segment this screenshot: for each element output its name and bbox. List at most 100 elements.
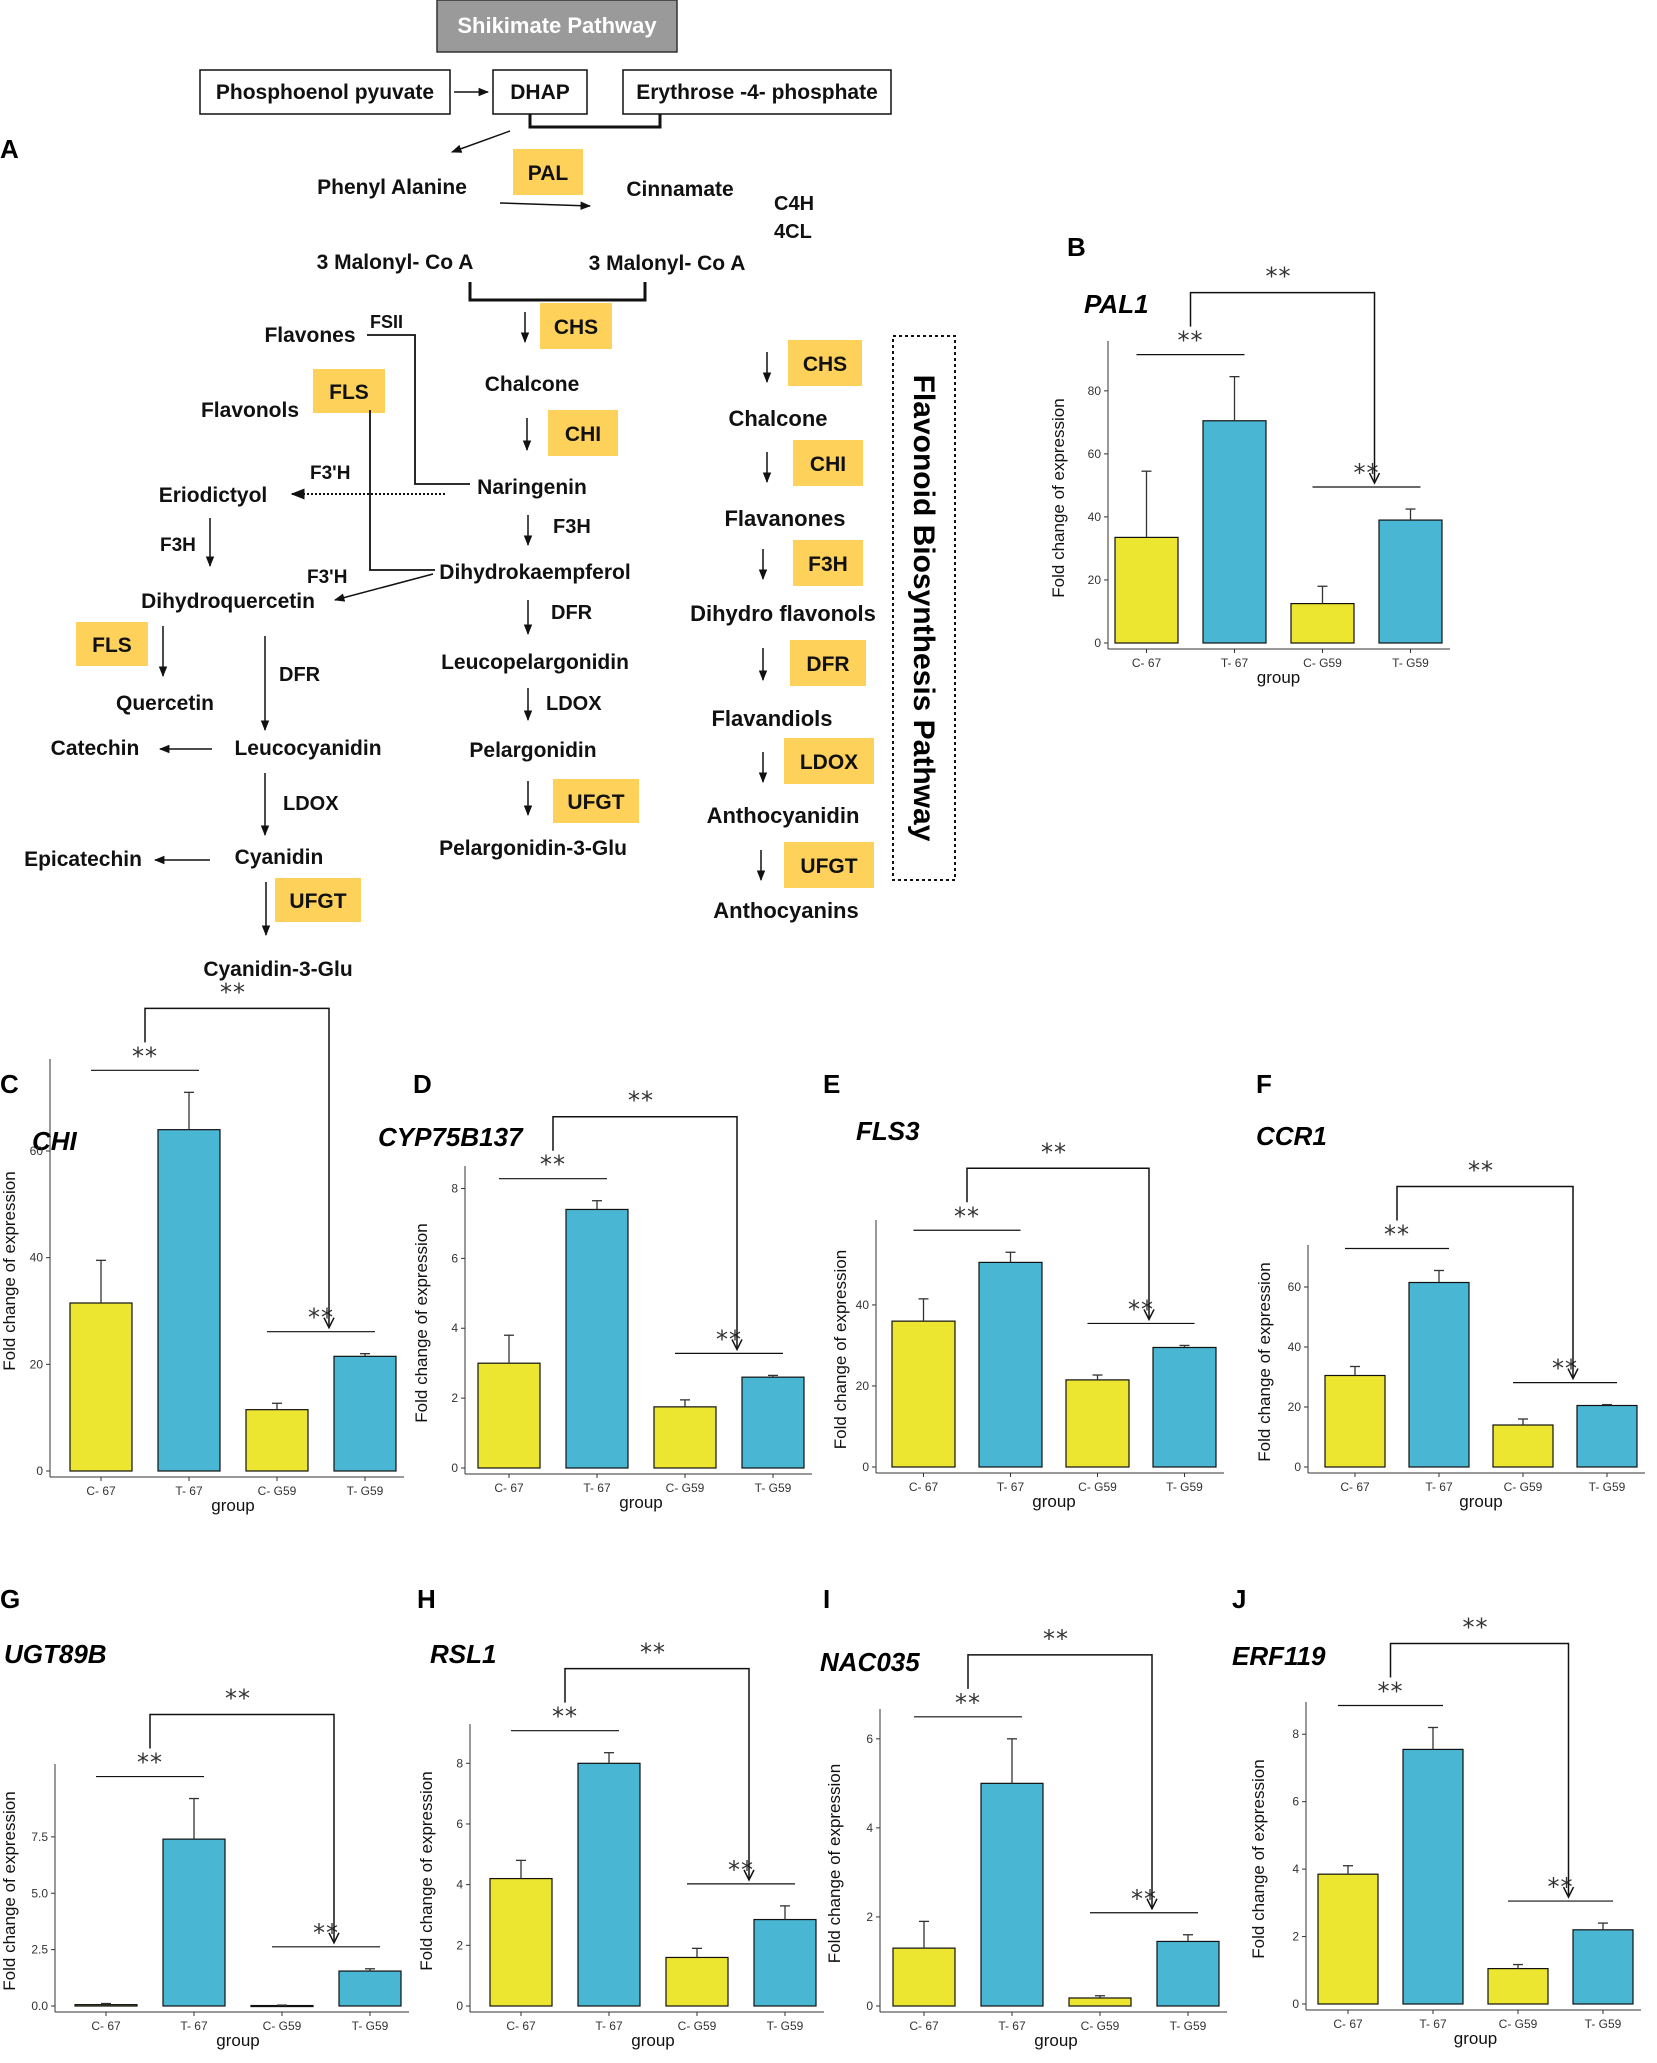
panel-c-ylabel: Fold change of expression [0,1171,19,1370]
panel-h-xtick-label: T- G59 [767,2019,804,2033]
side-node-anthocyanins: Anthocyanins [713,898,858,923]
panel-h-xtick-label: T- 67 [595,2019,623,2033]
panel-d-chart: D CYP75B137 0 2 4 6 8 Fold change of expression… [378,1069,812,1512]
panel-b-bar [1202,420,1267,644]
panel-h-ylabel: Fold change of expression [417,1771,436,1970]
panel-c-sig-label: ** [220,978,246,1006]
panel-e-xtick-label: C- 67 [909,1480,939,1494]
panel-h-xtick-label: C- G59 [678,2019,717,2033]
panel-d-sig-label: ** [540,1151,566,1179]
panel-c-ytick-label: 0 [36,1464,43,1478]
side-enzyme-ufgt-label: UFGT [800,855,857,878]
panel-b-xtick-label: T- G59 [1392,656,1429,670]
panel-e-xtick-label: T- 67 [997,1480,1025,1494]
node-chalcone: Chalcone [485,373,580,396]
enzyme-fls-2-label: FLS [92,634,132,657]
node-flavonols: Flavonols [201,399,299,422]
enzyme-fls-1-label: FLS [329,381,369,404]
panel-c-ytick-label: 60 [30,1144,44,1158]
panel-h-bar [753,1918,817,2007]
panel-i-sig-label: ** [1131,1885,1157,1913]
node-leucopelargonidin: Leucopelargonidin [441,651,629,674]
arrow-pal [499,201,592,210]
enzyme-ufgt-2-label: UFGT [289,890,346,913]
panel-b-xtick-label: T- 67 [1221,656,1249,670]
side-enzyme-chi-label: CHI [810,453,846,476]
label-fsii: FSII [370,312,403,332]
panel-i-ytick-label: 4 [866,1821,873,1835]
node-pelargonidin: Pelargonidin [469,739,596,762]
label-f3h-2: F3H [160,535,196,556]
panel-e-xtick-label: C- G59 [1078,1480,1117,1494]
panel-e-sig-bracket [966,1167,1150,1318]
arrow-to-phe [451,130,511,153]
panel-i-gene-title: NAC035 [820,1647,920,1677]
node-cyanidin3glu: Cyanidin-3-Glu [203,958,352,981]
panel-h-sig-label: ** [728,1856,754,1884]
panel-b-sig-label: ** [1266,263,1292,291]
panel-i-bar [1156,1940,1220,2007]
panel-i-bar [1068,1997,1132,2007]
side-pathway: CHS Chalcone CHI Flavanones F3H Dihydro … [690,335,956,923]
node-naringenin: Naringenin [477,476,587,499]
label-dfr-2: DFR [551,602,593,624]
label-4cl: 4CL [774,221,812,243]
enzyme-ufgt-1 [553,779,639,823]
label-c4h: C4H [774,193,814,215]
panel-f-sig-bracket-arrow [1567,1368,1579,1381]
panel-b-gene-title: PAL1 [1084,289,1149,319]
panel-i-sig-label: ** [1043,1625,1069,1653]
panel-g-gene-title: UGT89B [4,1639,107,1669]
bracket-shikimate [528,114,662,129]
side-enzyme-f3h-label: F3H [808,553,848,576]
panel-j-ytick-label: 8 [1292,1727,1299,1741]
pep-box [199,69,451,115]
panel-f-sig-label: ** [1468,1157,1494,1185]
panel-b-ytick-label: 40 [1088,510,1102,524]
panel-d-ytick-label: 0 [451,1461,458,1475]
e4p-box [622,69,892,115]
panel-h-ytick-label: 4 [456,1878,463,1892]
panel-g-sig-label: ** [137,1749,163,1777]
side-enzyme-ufgt [784,842,874,888]
panel-g-xtick-label: C- G59 [263,2019,302,2033]
panel-d-ytick-label: 2 [451,1391,458,1405]
node-malonyl-2: 3 Malonyl- Co A [589,252,746,275]
panel-c-bar [69,1302,133,1472]
panel-j-sig-label: ** [1463,1613,1489,1641]
panel-c-xtick-label: C- G59 [258,1484,297,1498]
panel-j-ytick-label: 0 [1292,1997,1299,2011]
panel-c-chart: C CHI 0 20 40 60 Fold change of expression C- 6… [0,978,404,1515]
node-catechin: Catechin [51,737,140,760]
panel-i-ytick-label: 0 [866,1999,873,2013]
side-node-dihydroflavonols: Dihydro flavonols [690,601,876,626]
panel-f-sig-label: ** [1552,1355,1578,1383]
panel-f-bar [1324,1374,1386,1468]
panel-g-xlabel: group [216,2031,259,2050]
panel-g-sig-bracket [149,1713,335,1941]
node-quercetin: Quercetin [116,692,214,715]
enzyme-chs-label: CHS [554,316,598,339]
panel-g-bar [74,2004,138,2007]
panel-g-xtick-label: T- 67 [180,2019,208,2033]
panel-j-bar [1402,1748,1464,2005]
panel-b-xlabel: group [1257,668,1300,687]
enzyme-chi-label: CHI [565,423,601,446]
enzyme-chs [540,303,612,349]
panel-j-ytick-label: 2 [1292,1930,1299,1944]
side-enzyme-dfr [790,640,866,686]
dhap-box [492,69,588,115]
panel-g-sig-bracket-arrow [328,1932,340,1945]
panel-g-ytick-label: 7.5 [31,1830,48,1844]
node-cinnamate: Cinnamate [626,178,733,201]
panel-d-bar [565,1208,629,1469]
panel-j-sig-label: ** [1548,1873,1574,1901]
node-dhap: DHAP [510,81,570,104]
panel-b-sig-bracket-arrow [1368,472,1381,485]
panel-c-label: C [0,1069,19,1099]
panel-g-ytick-label: 5.0 [31,1886,48,1900]
panel-e-ytick-label: 0 [862,1460,869,1474]
panel-h-ytick-label: 0 [456,1999,463,2013]
panel-c-xlabel: group [211,1496,254,1515]
